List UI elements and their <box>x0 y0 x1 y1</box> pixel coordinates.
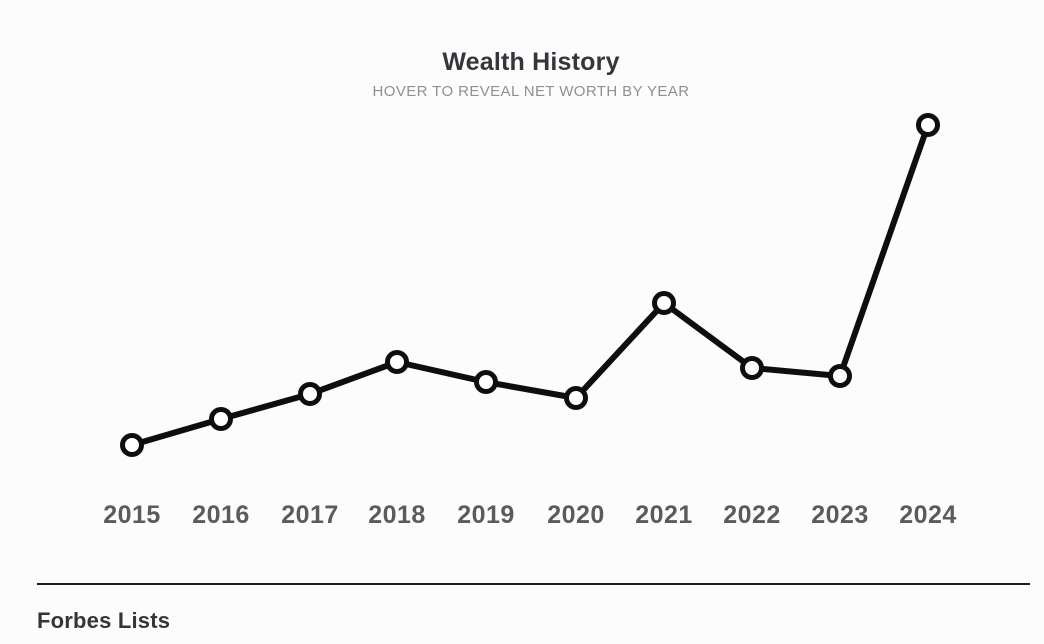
chart-title: Wealth History <box>442 48 620 76</box>
data-point-2021[interactable] <box>652 291 676 315</box>
data-point-2020[interactable] <box>564 386 588 410</box>
forbes-lists-heading: Forbes Lists <box>37 608 171 633</box>
data-point-2024[interactable] <box>916 113 940 137</box>
section-divider <box>37 583 1030 585</box>
data-point-2019[interactable] <box>474 370 498 394</box>
data-point-2017[interactable] <box>298 382 322 406</box>
data-point-2018[interactable] <box>385 350 409 374</box>
data-point-2016[interactable] <box>209 407 233 431</box>
wealth-line <box>131 124 931 448</box>
data-point-2015[interactable] <box>120 433 144 457</box>
data-point-2023[interactable] <box>828 364 852 388</box>
data-point-2022[interactable] <box>740 356 764 380</box>
chart-subtitle: HOVER TO REVEAL NET WORTH BY YEAR <box>372 83 690 100</box>
